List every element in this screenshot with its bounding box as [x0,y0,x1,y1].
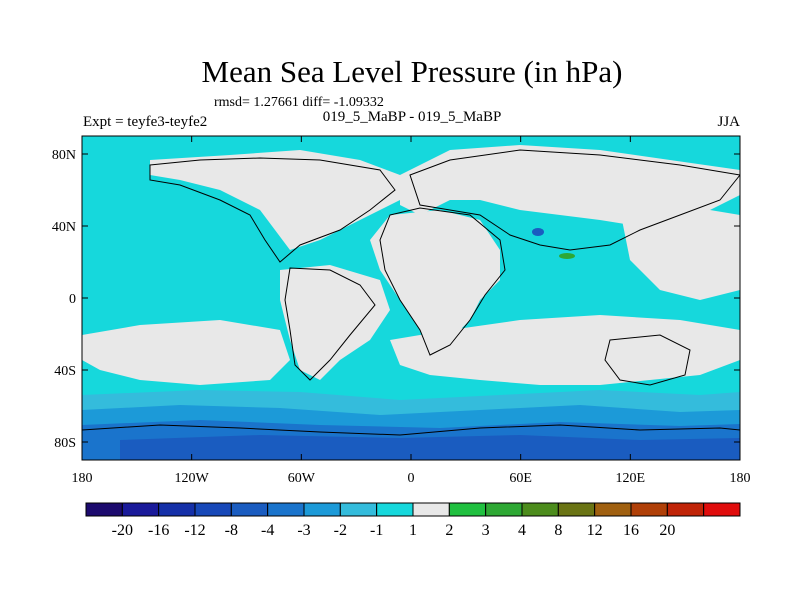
x-tick-label: 120E [616,471,646,486]
colorbar: -20 -16 -12 -8 -4 -3 -2 -1 1 2 3 4 8 12 16 20 [85,502,741,539]
near-zero-region-north-america [150,150,400,250]
near-zero-region-southern-indian [390,315,740,385]
speckle-zone-north-pacific [82,220,282,320]
anomaly-blob-green [559,253,575,259]
x-tick-label: 60E [509,471,532,486]
near-zero-region-africa [370,210,500,350]
colorbar-swatch [121,502,160,517]
stats-line: rmsd= 1.27661 diff= -1.09332 [214,95,384,110]
colorbar-label: 1 [409,522,417,539]
colorbar-label: 16 [623,522,639,539]
colorbar-swatch [703,502,741,517]
colorbar-label: -2 [334,522,347,539]
y-tick-label: 80N [52,148,76,163]
x-tick-label: 180 [72,471,93,486]
colorbar-swatch [194,502,232,517]
colorbar-label: -16 [148,522,169,539]
colorbar-label: -3 [297,522,310,539]
near-zero-region-south-pacific [82,320,290,385]
colorbar-label: -4 [261,522,274,539]
experiment-label: Expt = teyfe3-teyfe2 [83,114,207,130]
map-field [82,136,740,460]
y-tick-label: 80S [54,436,76,451]
colorbar-swatch [666,502,705,517]
y-tick-label: 0 [69,292,76,307]
colorbar-swatch [412,502,450,517]
colorbar-swatch [485,502,523,517]
colorbar-swatch [303,502,341,517]
colorbar-swatch [85,502,123,517]
colorbar-swatch [267,502,305,517]
axis-ticks: 180 120W 60W 0 60E 120E 180 80N 40N 0 40S 80S [52,136,751,486]
band-neg8 [120,435,740,460]
colorbar-swatch [230,502,269,517]
colorbar-swatch [158,502,196,517]
season-label: JJA [717,114,740,130]
colorbar-swatch [339,502,378,517]
y-tick-label: 40S [54,364,76,379]
coastlines [82,149,740,436]
colorbar-label: -20 [112,522,133,539]
colorbar-swatch [630,502,668,517]
colorbar-label: -8 [225,522,238,539]
y-tick-label: 40N [52,220,76,235]
colorbar-label: 3 [482,522,490,539]
near-zero-region-south-america [280,265,390,380]
chart-title: Mean Sea Level Pressure (in hPa) [202,54,623,89]
colorbar-swatch [521,502,559,517]
x-tick-label: 180 [730,471,751,486]
near-zero-region-west-pacific [620,205,740,300]
x-tick-label: 120W [175,471,210,486]
colorbar-swatch [448,502,487,517]
colorbar-label: 12 [587,522,603,539]
anomaly-blob-blue [532,228,544,236]
colorbar-swatch [594,502,632,517]
colorbar-swatch [557,502,596,517]
colorbar-label: 20 [659,522,675,539]
x-tick-label: 60W [288,471,316,486]
colorbar-label: 8 [554,522,562,539]
colorbar-label: 2 [445,522,453,539]
case-label: 019_5_MaBP - 019_5_MaBP [323,109,502,125]
x-tick-label: 0 [408,471,415,486]
colorbar-label: -1 [370,522,383,539]
colorbar-swatch [376,502,414,517]
colorbar-label: 4 [518,522,526,539]
colorbar-label: -12 [184,522,205,539]
